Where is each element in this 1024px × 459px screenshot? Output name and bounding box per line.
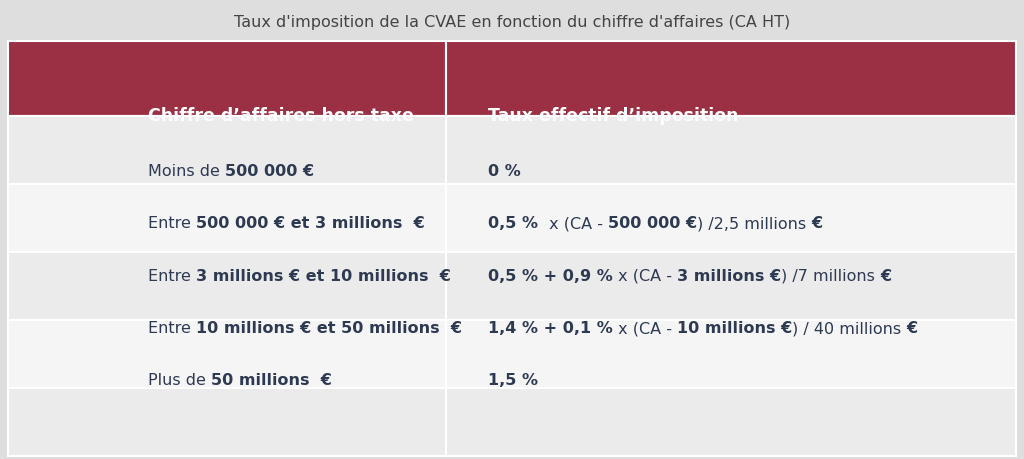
Text: x (CA -: x (CA - [544,216,608,231]
Text: ) /2,5 millions: ) /2,5 millions [697,216,811,231]
Bar [446,117,1016,185]
Text: 0 %: 0 % [488,163,521,179]
Bar [8,252,446,320]
Bar [446,42,1016,117]
Text: Entre: Entre [148,320,197,336]
Bar [446,252,1016,320]
Text: x (CA -: x (CA - [612,320,677,336]
Text: 3 millions € et 10 millions  €: 3 millions € et 10 millions € [197,268,452,283]
Bar [8,117,446,185]
Text: 1,4 % + 0,1 %: 1,4 % + 0,1 % [488,320,612,336]
Text: 500 000 €: 500 000 € [225,163,314,179]
Text: 1,5 %: 1,5 % [488,373,538,387]
Text: 10 millions € et 50 millions  €: 10 millions € et 50 millions € [197,320,462,336]
Bar [446,185,1016,252]
Text: Taux d'imposition de la CVAE en fonction du chiffre d'affaires (CA HT): Taux d'imposition de la CVAE en fonction… [233,15,791,29]
Text: Plus de: Plus de [148,373,211,387]
Bar [8,320,446,388]
Text: ) / 40 millions: ) / 40 millions [793,320,906,336]
Bar [8,388,446,456]
Bar [8,42,446,117]
Text: Chiffre d’affaires hors taxe: Chiffre d’affaires hors taxe [148,107,414,125]
Text: €: € [906,320,918,336]
Text: 0,5 % + 0,9 %: 0,5 % + 0,9 % [488,268,612,283]
Text: x (CA -: x (CA - [612,268,677,283]
Bar [446,320,1016,388]
Text: 10 millions €: 10 millions € [677,320,793,336]
Text: 500 000 € et 3 millions  €: 500 000 € et 3 millions € [197,216,425,231]
Text: 3 millions €: 3 millions € [677,268,781,283]
Text: €: € [880,268,891,283]
Bar [446,388,1016,456]
Text: Moins de: Moins de [148,163,225,179]
Text: €: € [811,216,822,231]
Text: Entre: Entre [148,216,197,231]
Text: ) /7 millions: ) /7 millions [781,268,880,283]
Text: Entre: Entre [148,268,197,283]
Text: 0,5 %: 0,5 % [488,216,544,231]
Text: 500 000 €: 500 000 € [608,216,697,231]
Text: Taux effectif d’imposition: Taux effectif d’imposition [488,107,738,125]
Bar [8,185,446,252]
Text: 50 millions  €: 50 millions € [211,373,332,387]
